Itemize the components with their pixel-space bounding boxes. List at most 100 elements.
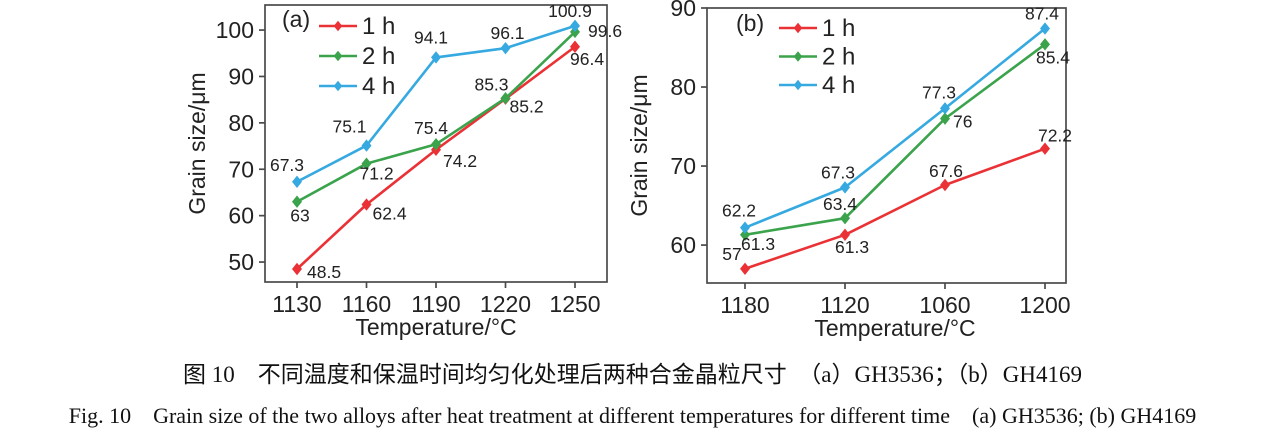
data-point-label: 76 bbox=[953, 112, 972, 132]
legend-item-2h: 2 h bbox=[779, 44, 855, 71]
data-point-label: 96.4 bbox=[570, 49, 604, 69]
data-point-label: 85.2 bbox=[510, 97, 544, 117]
data-point-marker bbox=[940, 112, 950, 125]
x-tick-label: 1220 bbox=[480, 291, 531, 317]
panel-label: (b) bbox=[736, 10, 764, 36]
y-tick-label: 90 bbox=[228, 63, 254, 89]
y-tick-label: 100 bbox=[216, 17, 254, 43]
y-tick-label: 60 bbox=[228, 203, 254, 229]
series-line-2h bbox=[744, 43, 1046, 237]
data-point-label: 72.2 bbox=[1038, 126, 1072, 146]
data-point-label: 48.5 bbox=[307, 262, 341, 282]
data-point-marker bbox=[740, 228, 750, 241]
data-point-marker bbox=[292, 262, 302, 276]
y-tick-label: 60 bbox=[670, 232, 696, 258]
legend-marker bbox=[793, 79, 803, 91]
legend-label: 4 h bbox=[822, 72, 855, 99]
legend-marker bbox=[333, 50, 343, 62]
legend-label: 1 h bbox=[362, 13, 395, 40]
caption-english: Fig. 10 Grain size of the two alloys aft… bbox=[68, 403, 1197, 428]
y-tick-label: 70 bbox=[670, 153, 696, 179]
data-point-label: 96.1 bbox=[490, 23, 524, 43]
legend-label: 1 h bbox=[822, 15, 855, 42]
charts-canvas: 1130 1160 1190 1220 1250 50 60 70 80 90 100 Tempera… bbox=[184, 0, 1072, 341]
data-point-marker bbox=[840, 228, 850, 241]
data-point-marker bbox=[940, 102, 950, 115]
series-line-4h bbox=[744, 27, 1046, 229]
data-point-label: 61.3 bbox=[835, 237, 869, 257]
data-point-label: 62.4 bbox=[373, 204, 407, 224]
legend-item-4h: 4 h bbox=[779, 72, 855, 99]
data-point-label: 75.1 bbox=[332, 117, 366, 137]
data-point-marker bbox=[740, 221, 750, 234]
x-tick-label: 1120 bbox=[820, 292, 869, 318]
y-axis-label: Grain size/μm bbox=[184, 72, 210, 214]
x-axis-label: Temperature/°C bbox=[814, 315, 975, 341]
data-point-marker bbox=[361, 198, 372, 211]
data-point-label: 74.2 bbox=[443, 151, 477, 171]
x-tick-label: 1190 bbox=[411, 291, 460, 317]
legend-item-1h: 1 h bbox=[779, 15, 855, 42]
data-point-label: 57 bbox=[722, 244, 741, 264]
legend-marker bbox=[333, 80, 343, 92]
caption-chinese: 图 10 不同温度和保温时间均匀化处理后两种合金晶粒尺寸 （a）GH3536；（… bbox=[183, 362, 1082, 387]
legend-label: 2 h bbox=[822, 44, 855, 71]
x-tick-label: 1160 bbox=[342, 291, 391, 317]
data-point-label: 63 bbox=[290, 206, 309, 226]
legend-label: 2 h bbox=[362, 43, 395, 70]
legend-label: 4 h bbox=[362, 73, 395, 100]
data-point-marker bbox=[431, 137, 441, 151]
data-point-marker bbox=[431, 51, 441, 64]
data-point-label: 62.2 bbox=[722, 201, 756, 221]
legend-item-1h: 1 h bbox=[319, 13, 395, 40]
data-point-label: 99.6 bbox=[588, 21, 622, 41]
legend-marker bbox=[793, 22, 803, 34]
y-tick-label: 90 bbox=[670, 0, 696, 21]
data-point-label: 75.4 bbox=[414, 118, 448, 138]
x-axis-label: Temperature/°C bbox=[355, 314, 516, 340]
data-point-marker bbox=[500, 41, 511, 55]
data-point-marker bbox=[1040, 22, 1050, 35]
x-tick-label: 1250 bbox=[549, 291, 600, 317]
data-point-label: 94.1 bbox=[414, 27, 448, 47]
x-tick-label: 1060 bbox=[919, 292, 970, 318]
data-point-marker bbox=[292, 195, 302, 208]
data-point-marker bbox=[361, 139, 372, 152]
x-tick-label: 1200 bbox=[1019, 292, 1070, 318]
data-point-label: 71.2 bbox=[360, 164, 394, 184]
series-line-1h bbox=[296, 45, 576, 270]
data-point-label: 100.9 bbox=[548, 1, 592, 21]
y-tick-label: 80 bbox=[670, 74, 696, 100]
data-point-label: 85.4 bbox=[1036, 47, 1070, 67]
data-point-marker bbox=[1040, 142, 1050, 155]
series-line-1h bbox=[744, 147, 1046, 271]
plot-box bbox=[706, 7, 1067, 284]
data-point-marker bbox=[940, 178, 950, 192]
y-tick-label: 70 bbox=[228, 156, 254, 182]
legend-marker bbox=[333, 20, 343, 32]
x-tick-label: 1130 bbox=[272, 291, 321, 317]
data-point-marker bbox=[292, 175, 302, 188]
data-point-label: 67.6 bbox=[929, 161, 963, 181]
legend-marker bbox=[793, 51, 803, 62]
data-point-label: 87.4 bbox=[1025, 4, 1059, 24]
data-point-marker bbox=[840, 181, 850, 194]
data-point-marker bbox=[500, 92, 511, 105]
data-point-label: 85.3 bbox=[474, 74, 508, 94]
chart-panel-b: 1180 1120 1060 1200 60 70 80 90 Temperature/°C Gr… bbox=[626, 0, 1072, 341]
data-point-marker bbox=[570, 40, 580, 53]
y-axis-label: Grain size/μm bbox=[626, 74, 652, 216]
data-point-marker bbox=[1040, 38, 1050, 51]
data-point-label: 61.3 bbox=[741, 234, 775, 254]
data-point-label: 67.3 bbox=[821, 162, 855, 182]
y-tick-label: 80 bbox=[228, 110, 254, 136]
panel-label: (a) bbox=[282, 6, 310, 32]
x-tick-label: 1180 bbox=[720, 292, 769, 318]
data-point-label: 63.4 bbox=[823, 194, 857, 214]
data-point-label: 77.3 bbox=[922, 82, 956, 102]
data-point-marker bbox=[840, 212, 850, 225]
y-tick-label: 50 bbox=[228, 249, 254, 275]
data-point-marker bbox=[361, 157, 372, 170]
legend-item-2h: 2 h bbox=[319, 43, 395, 70]
